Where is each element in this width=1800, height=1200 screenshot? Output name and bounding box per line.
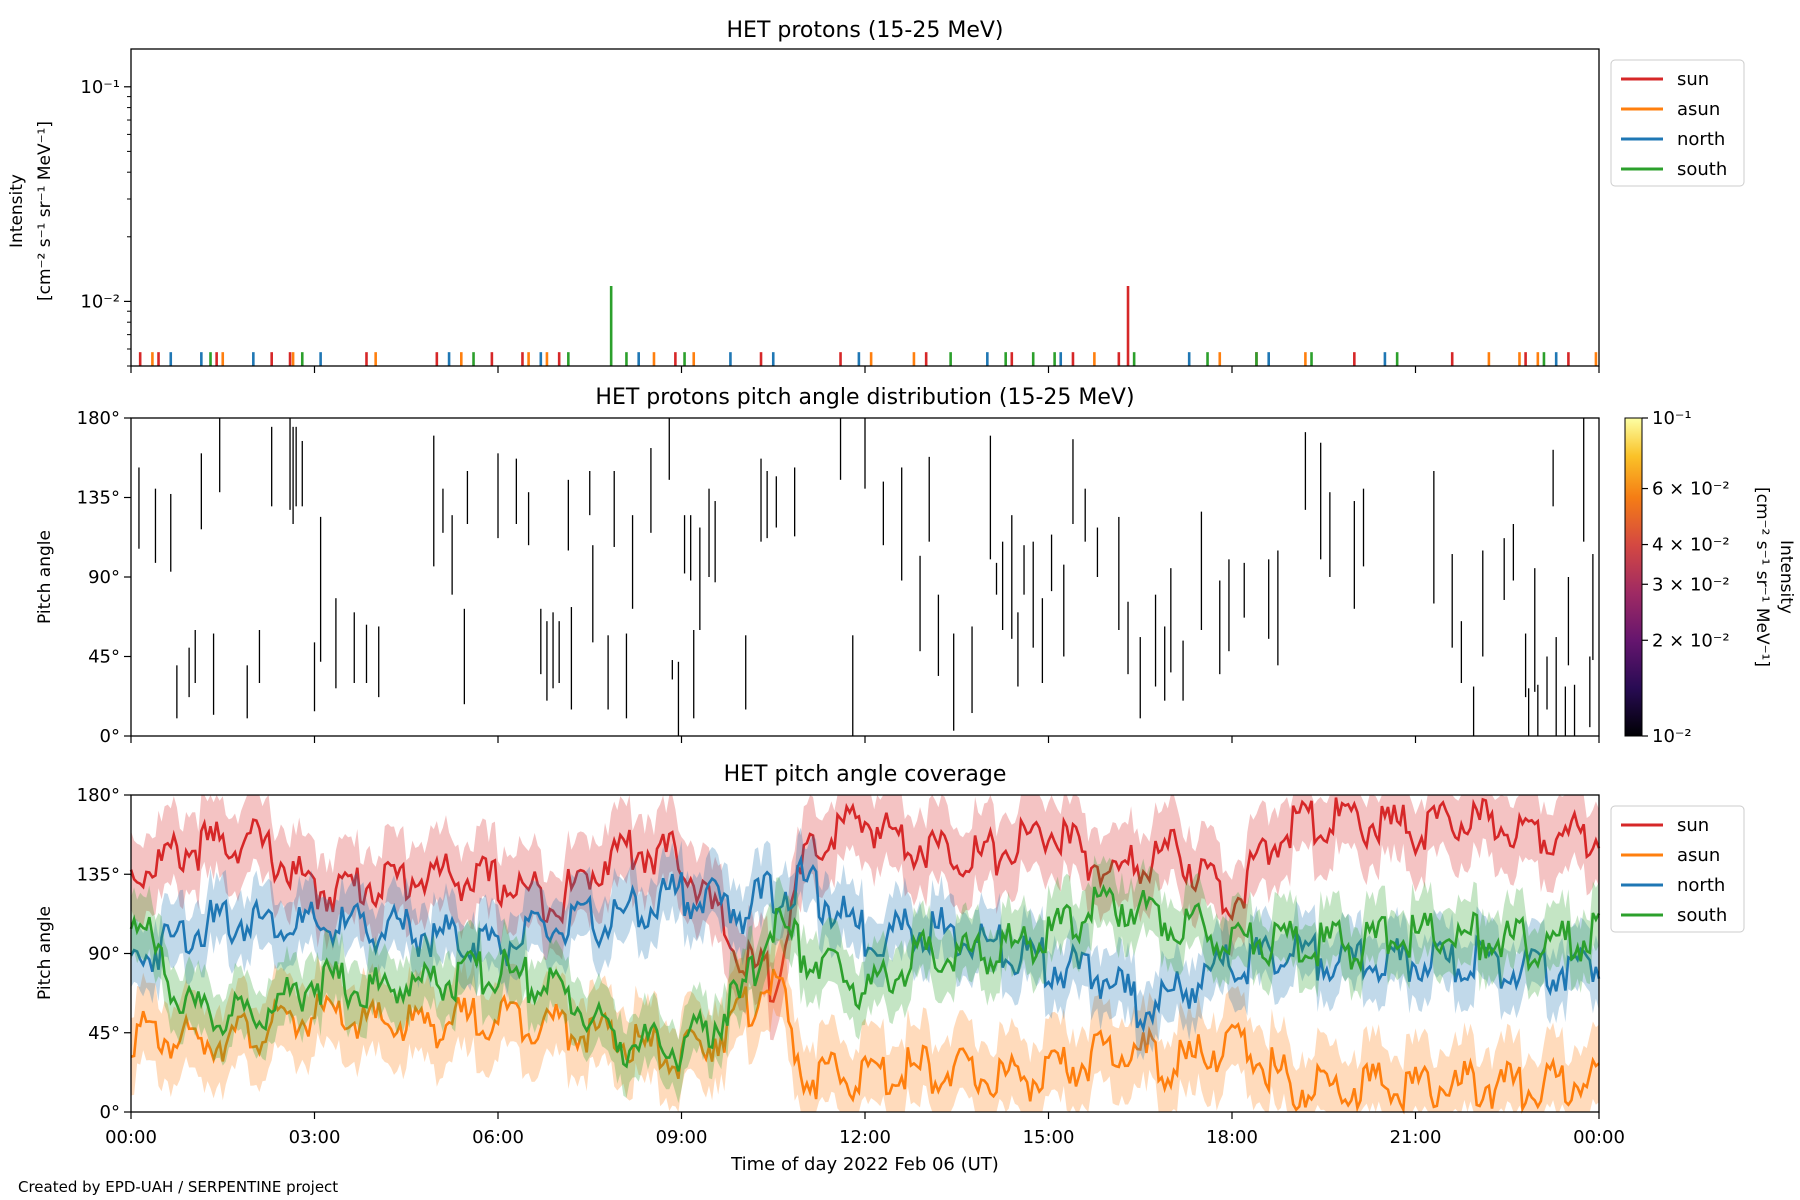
coverage-series-layer <box>129 795 1601 1115</box>
colorbar-label-units: [cm⁻² s⁻¹ sr⁻¹ MeV⁻¹] <box>1752 487 1772 667</box>
coverage-band-sun <box>131 795 1599 1041</box>
colorbar-tick-label: 2 × 10⁻² <box>1652 630 1730 651</box>
coverage-panel-title: HET pitch angle coverage <box>724 762 1007 787</box>
coverage-y-tick-label: 180° <box>77 785 120 806</box>
coverage-band-asun <box>131 930 1599 1112</box>
pad-panel-title: HET protons pitch angle distribution (15… <box>595 385 1134 410</box>
pad-y-tick-label: 180° <box>77 408 120 429</box>
intensity-legend: sun asun north south <box>1610 59 1745 187</box>
coverage-line-asun <box>130 968 1600 1115</box>
coverage-x-tick-label: 03:00 <box>289 1127 341 1148</box>
colorbar: 10⁻¹ 6 × 10⁻² 4 × 10⁻² 3 × 10⁻² 2 × 10⁻² 10⁻² <box>1624 408 1730 747</box>
pad-y-tick-label: 135° <box>77 488 120 509</box>
pad-ylabel: Pitch angle <box>35 530 55 624</box>
coverage-band-south <box>131 855 1599 1103</box>
coverage-ylabel: Pitch angle <box>35 906 55 1000</box>
intensity-plot-frame <box>130 48 1600 367</box>
footer-credit: Created by EPD-UAH / SERPENTINE project <box>18 1178 339 1196</box>
pad-segments-layer <box>138 418 1594 736</box>
intensity-ylabel-units: [cm⁻² s⁻¹ sr⁻¹ MeV⁻¹] <box>35 121 55 301</box>
intensity-panel-title: HET protons (15-25 MeV) <box>727 18 1004 43</box>
pad-y-tick-label: 0° <box>100 726 120 747</box>
intensity-y-tick-label: 10⁻¹ <box>80 77 120 98</box>
coverage-y-tick-label: 0° <box>100 1102 120 1123</box>
legend-label-asun: asun <box>1677 99 1720 120</box>
legend-box <box>1610 805 1745 933</box>
colorbar-bar <box>1624 417 1643 737</box>
shared-x-tick-marks <box>130 366 1600 1119</box>
coverage-x-tick-label: 00:00 <box>1573 1127 1625 1148</box>
colorbar-label: Intensity <box>1776 540 1796 614</box>
legend-label-asun: asun <box>1677 845 1720 866</box>
pad-y-tick-label: 90° <box>88 567 120 588</box>
coverage-line-south <box>129 883 1601 1072</box>
intensity-y-ticks: 10⁻¹ 10⁻² <box>80 77 131 367</box>
coverage-x-tick-label: 12:00 <box>839 1127 891 1148</box>
coverage-legend: sun asun north south <box>1610 805 1745 933</box>
intensity-series-layer <box>138 285 1598 366</box>
intensity-ylabel: Intensity <box>7 174 27 248</box>
coverage-y-tick-label: 90° <box>88 944 120 965</box>
pad-y-ticks: 0° 45° 90° 135° 180° <box>77 408 131 747</box>
legend-label-south: south <box>1677 159 1727 180</box>
colorbar-tick-label: 3 × 10⁻² <box>1652 574 1730 595</box>
coverage-panel: HET pitch angle coverage 0° 45° 90° 135° 180… <box>35 762 1745 1175</box>
colorbar-tick-label: 4 × 10⁻² <box>1652 535 1730 556</box>
pad-panel: HET protons pitch angle distribution (15… <box>35 385 1796 747</box>
coverage-xlabel: Time of day 2022 Feb 06 (UT) <box>730 1154 999 1175</box>
coverage-x-tick-label: 15:00 <box>1023 1127 1075 1148</box>
legend-label-sun: sun <box>1677 815 1709 836</box>
intensity-panel: HET protons (15-25 MeV) 10⁻¹ 10⁻² Intensi… <box>7 18 1745 367</box>
legend-label-north: north <box>1677 129 1725 150</box>
coverage-line-sun <box>129 797 1601 1003</box>
coverage-x-tick-label: 09:00 <box>656 1127 708 1148</box>
coverage-x-tick-label: 21:00 <box>1390 1127 1442 1148</box>
coverage-y-tick-label: 135° <box>77 864 120 885</box>
colorbar-tick-label: 6 × 10⁻² <box>1652 479 1730 500</box>
coverage-x-tick-label: 06:00 <box>472 1127 524 1148</box>
legend-label-north: north <box>1677 875 1725 896</box>
intensity-y-tick-label: 10⁻² <box>80 291 120 312</box>
legend-label-south: south <box>1677 905 1727 926</box>
legend-label-sun: sun <box>1677 69 1709 90</box>
colorbar-tick-label: 10⁻² <box>1652 726 1692 747</box>
legend-box <box>1610 59 1745 187</box>
colorbar-tick-label: 10⁻¹ <box>1652 408 1692 429</box>
pad-y-tick-label: 45° <box>88 647 120 668</box>
coverage-y-ticks: 0° 45° 90° 135° 180° <box>77 785 131 1123</box>
coverage-x-tick-label: 18:00 <box>1206 1127 1258 1148</box>
coverage-x-ticks: 00:00 03:00 06:00 09:00 12:00 15:00 18:00 21:00… <box>105 1127 1625 1148</box>
coverage-y-tick-label: 45° <box>88 1023 120 1044</box>
coverage-x-tick-label: 00:00 <box>105 1127 157 1148</box>
